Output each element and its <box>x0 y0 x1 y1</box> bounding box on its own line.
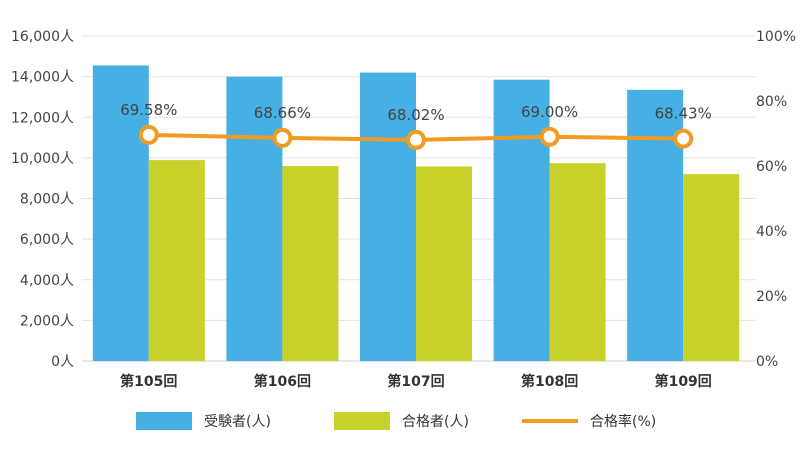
bar-applicants <box>92 65 149 361</box>
pass-rate-data-label: 69.00% <box>521 103 578 121</box>
bar-passers <box>416 166 472 361</box>
bar-passers <box>683 174 740 361</box>
right-axis-tick-label: 40% <box>756 224 787 240</box>
axis-layer: 0人 2,000人 4,000人 6,000人 8,000人 10,000人 12,000人… <box>11 29 796 390</box>
bar-applicants <box>360 72 416 361</box>
pass-rate-data-label: 68.02% <box>387 106 444 124</box>
right-axis-tick-label: 80% <box>756 94 787 110</box>
legend-swatch-passers <box>334 412 390 430</box>
label-layer: 69.58% 68.66% 68.02% 69.00% 68.43% <box>120 101 712 124</box>
legend-label: 合格率(%) <box>590 413 656 430</box>
legend-swatch-applicants <box>136 412 192 430</box>
left-axis-tick-label: 16,000人 <box>11 29 74 45</box>
bar-applicants <box>226 76 283 361</box>
category-label: 第105回 <box>120 373 177 390</box>
right-axis-tick-label: 0% <box>756 354 778 370</box>
bar-passers <box>549 163 606 361</box>
right-axis-tick-label: 20% <box>756 289 787 305</box>
pass-rate-data-label: 69.58% <box>120 101 177 119</box>
category-label: 第108回 <box>521 373 578 390</box>
left-axis-tick-label: 4,000人 <box>20 273 74 289</box>
pass-rate-point <box>539 126 560 147</box>
right-axis-tick-label: 60% <box>756 159 787 175</box>
pass-rate-point <box>272 127 293 148</box>
category-label: 第106回 <box>254 373 311 390</box>
legend: 受験者(人) 合格者(人) 合格率(%) <box>136 412 656 430</box>
bar-applicants <box>627 89 684 361</box>
pass-rate-point <box>406 129 426 150</box>
left-axis-tick-label: 14,000人 <box>11 70 74 86</box>
left-axis-tick-label: 8,000人 <box>20 192 74 208</box>
bar-applicants <box>493 79 550 361</box>
pass-rate-data-label: 68.66% <box>254 104 311 122</box>
bar-passers <box>282 166 339 361</box>
legend-label: 合格者(人) <box>402 414 469 430</box>
right-axis-tick-label: 100% <box>756 29 796 45</box>
category-label: 第109回 <box>655 373 712 390</box>
left-axis-tick-label: 12,000人 <box>11 110 74 126</box>
left-axis-tick-label: 2,000人 <box>20 313 74 329</box>
bar-passers <box>148 160 205 361</box>
category-label: 第107回 <box>387 373 444 390</box>
left-axis-tick-label: 6,000人 <box>20 232 74 248</box>
legend-label: 受験者(人) <box>204 414 271 430</box>
pass-rate-data-label: 68.43% <box>655 105 712 123</box>
pass-rate-point <box>673 128 694 149</box>
pass-rate-point <box>138 124 159 145</box>
bar-layer <box>92 65 740 361</box>
line-layer <box>138 124 694 150</box>
left-axis-tick-label: 0人 <box>51 354 74 370</box>
left-axis-tick-label: 10,000人 <box>11 151 74 167</box>
